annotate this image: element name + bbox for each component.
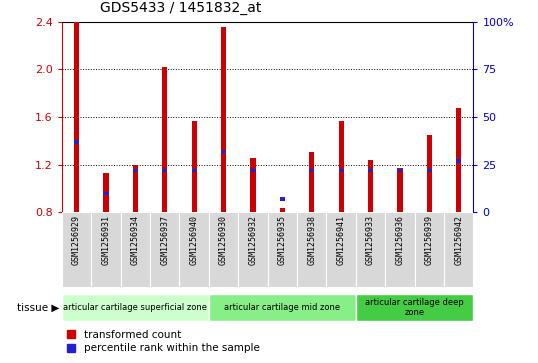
- Text: GSM1256942: GSM1256942: [454, 215, 463, 265]
- Bar: [162, 67, 167, 212]
- FancyBboxPatch shape: [238, 212, 267, 287]
- Text: GSM1256941: GSM1256941: [337, 215, 345, 265]
- Bar: [456, 107, 462, 212]
- Text: GSM1256930: GSM1256930: [219, 215, 228, 265]
- FancyBboxPatch shape: [415, 212, 444, 287]
- Text: GSM1256936: GSM1256936: [395, 215, 405, 265]
- FancyBboxPatch shape: [121, 212, 150, 287]
- Bar: [309, 152, 314, 212]
- Text: articular cartilage deep
zone: articular cartilage deep zone: [365, 298, 464, 317]
- FancyBboxPatch shape: [150, 212, 180, 287]
- Text: GSM1256932: GSM1256932: [249, 215, 258, 265]
- FancyBboxPatch shape: [327, 212, 356, 287]
- Bar: [427, 135, 432, 212]
- Bar: [368, 169, 373, 172]
- Bar: [192, 169, 197, 172]
- Text: GSM1256929: GSM1256929: [72, 215, 81, 265]
- Text: GSM1256933: GSM1256933: [366, 215, 375, 265]
- Bar: [338, 169, 344, 172]
- FancyBboxPatch shape: [180, 212, 209, 287]
- Text: GSM1256940: GSM1256940: [190, 215, 199, 265]
- FancyBboxPatch shape: [297, 212, 327, 287]
- Bar: [280, 208, 285, 212]
- Bar: [397, 169, 402, 172]
- FancyBboxPatch shape: [62, 212, 91, 287]
- FancyBboxPatch shape: [356, 212, 385, 287]
- Bar: [250, 169, 256, 172]
- Bar: [133, 165, 138, 212]
- Bar: [74, 22, 79, 212]
- Bar: [103, 192, 109, 195]
- Text: GSM1256939: GSM1256939: [425, 215, 434, 265]
- Bar: [280, 197, 285, 201]
- Bar: [368, 160, 373, 212]
- FancyBboxPatch shape: [209, 294, 356, 321]
- FancyBboxPatch shape: [91, 212, 121, 287]
- Bar: [192, 121, 197, 212]
- Text: articular cartilage superficial zone: articular cartilage superficial zone: [63, 303, 207, 312]
- Bar: [250, 158, 256, 212]
- FancyBboxPatch shape: [209, 212, 238, 287]
- Bar: [162, 169, 167, 172]
- Text: GSM1256934: GSM1256934: [131, 215, 140, 265]
- Bar: [456, 159, 462, 163]
- Bar: [397, 168, 402, 212]
- Bar: [133, 169, 138, 172]
- Bar: [427, 169, 432, 172]
- Text: GSM1256935: GSM1256935: [278, 215, 287, 265]
- Bar: [103, 173, 109, 212]
- FancyBboxPatch shape: [356, 294, 473, 321]
- Bar: [309, 169, 314, 172]
- Legend: transformed count, percentile rank within the sample: transformed count, percentile rank withi…: [67, 330, 260, 353]
- Text: GSM1256938: GSM1256938: [307, 215, 316, 265]
- Bar: [338, 121, 344, 212]
- FancyBboxPatch shape: [62, 294, 209, 321]
- Text: GSM1256931: GSM1256931: [102, 215, 110, 265]
- Bar: [74, 140, 79, 144]
- FancyBboxPatch shape: [385, 212, 415, 287]
- Bar: [221, 150, 226, 153]
- Text: GSM1256937: GSM1256937: [160, 215, 169, 265]
- FancyBboxPatch shape: [444, 212, 473, 287]
- Bar: [221, 26, 226, 212]
- FancyBboxPatch shape: [267, 212, 297, 287]
- Text: tissue ▶: tissue ▶: [17, 303, 59, 313]
- Text: articular cartilage mid zone: articular cartilage mid zone: [224, 303, 341, 312]
- Text: GDS5433 / 1451832_at: GDS5433 / 1451832_at: [100, 0, 261, 15]
